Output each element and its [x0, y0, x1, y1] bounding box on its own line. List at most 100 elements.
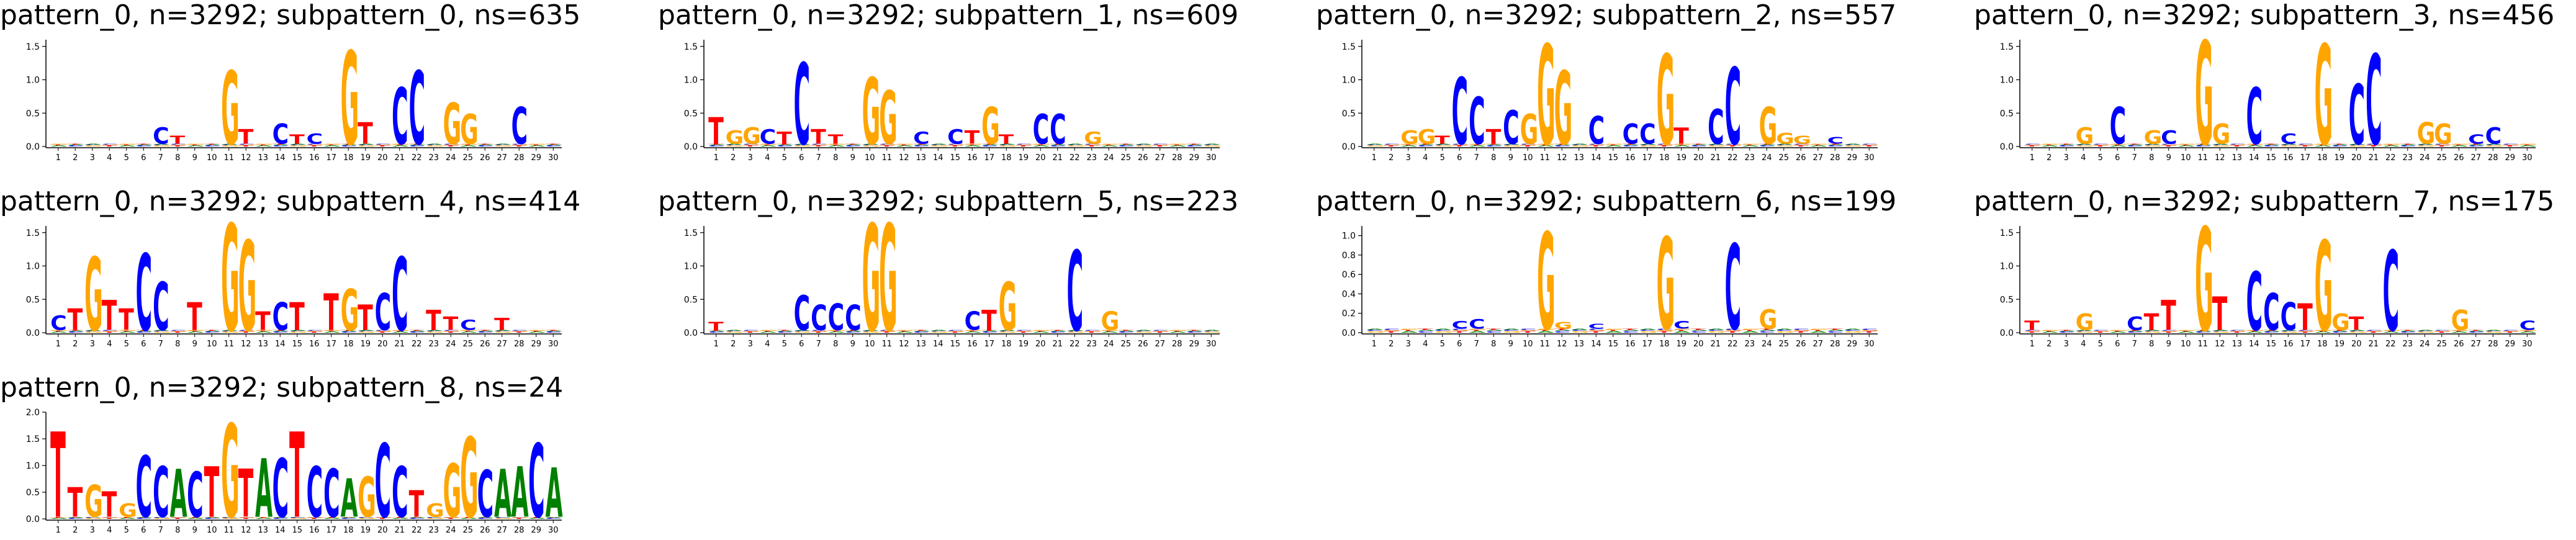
x-tick-label: 10	[865, 153, 875, 163]
x-tick-label: 4	[1423, 153, 1428, 163]
logo-letter: G	[1537, 17, 1556, 177]
x-tick-label: 7	[158, 153, 163, 163]
logo-background-letter: G	[375, 517, 394, 518]
x-tick-label: 25	[2436, 153, 2447, 163]
logo-background-letter: C	[981, 145, 998, 147]
logo-background-letter: C	[494, 330, 511, 331]
logo-background-letter: G	[170, 330, 189, 331]
x-tick-label: 1	[714, 153, 719, 163]
logo-background-letter: T	[1657, 331, 1672, 334]
logo-background-letter: A	[845, 144, 862, 145]
logo-letter: G	[1101, 307, 1120, 336]
logo-background-letter: G	[289, 145, 308, 147]
logo-background-letter: A	[862, 330, 880, 331]
logo-background-letter: G	[1152, 330, 1171, 331]
logo-background-letter: T	[1486, 328, 1502, 330]
x-tick-label: 24	[1104, 153, 1114, 163]
logo-background-letter: C	[358, 517, 374, 518]
logo-background-letter: T	[1793, 331, 1809, 334]
logo-background-letter: A	[2468, 330, 2485, 331]
logo-background-letter: C	[68, 331, 84, 333]
x-tick-label: 26	[2454, 153, 2464, 163]
logo-background-letter: C	[2281, 144, 2297, 145]
x-tick-label: 23	[2402, 340, 2413, 349]
x-tick-label: 9	[1508, 340, 1513, 349]
logo-background-letter: C	[1050, 331, 1066, 333]
logo-background-letter: T	[1469, 330, 1484, 331]
logo-background-letter: T	[981, 330, 997, 331]
x-tick-label: 18	[1659, 340, 1670, 349]
logo-letter: C	[828, 296, 845, 339]
y-tick-label: 0.2	[1342, 309, 1356, 319]
logo-background-letter: C	[68, 518, 84, 519]
x-tick-label: 11	[223, 153, 234, 163]
x-tick-label: 1	[1372, 153, 1377, 163]
logo-background-letter: A	[341, 144, 358, 145]
logo-background-letter: A	[460, 331, 477, 333]
logo-letter: T	[2212, 287, 2228, 341]
logo-background-letter: G	[1101, 330, 1120, 331]
x-tick-label: 29	[1189, 340, 1199, 349]
logo-background-letter: C	[794, 330, 811, 331]
logo-letter: A	[341, 468, 358, 529]
logo-letter: C	[1725, 221, 1742, 357]
logo-background-letter: G	[2110, 143, 2128, 145]
y-tick-label: 0.5	[2000, 295, 2014, 305]
x-tick-label: 12	[899, 153, 909, 163]
logo-background-letter: A	[2485, 143, 2503, 145]
logo-background-letter: C	[102, 516, 119, 517]
logo-background-letter: A	[1067, 330, 1084, 331]
logo-background-letter: A	[981, 330, 999, 331]
x-tick-label: 1	[714, 340, 719, 349]
logo-background-letter: G	[1135, 145, 1154, 147]
logo-background-letter: C	[2195, 331, 2212, 333]
x-tick-label: 10	[865, 340, 875, 349]
logo-background-letter: G	[494, 145, 513, 147]
logo-background-letter: T	[392, 517, 407, 518]
logo-background-letter: G	[1033, 143, 1052, 145]
logo-background-letter: C	[2024, 330, 2041, 331]
logo-letter: C	[1623, 119, 1639, 150]
x-tick-label: 20	[2351, 340, 2362, 349]
logo-background-letter: T	[1588, 331, 1604, 334]
x-tick-label: 14	[275, 340, 286, 349]
logo-letter: T	[102, 485, 117, 526]
logo-background-letter: C	[2434, 330, 2451, 331]
x-tick-label: 8	[1491, 340, 1496, 349]
logo-background-letter: C	[1776, 144, 1793, 145]
logo-background-letter: C	[947, 330, 964, 331]
logo-background-letter: C	[2502, 143, 2519, 145]
logo-background-letter: T	[1452, 331, 1467, 334]
logo-background-letter: C	[1623, 331, 1639, 334]
logo-letter: C	[136, 232, 153, 355]
logo-background-letter: T	[119, 144, 134, 145]
logo-background-letter: C	[494, 144, 511, 145]
logo-background-letter: G	[1101, 143, 1120, 145]
logo-background-letter: T	[947, 145, 963, 147]
logo-letter: T	[443, 313, 459, 335]
logo-background-letter: A	[153, 143, 170, 145]
logo-background-letter: A	[2076, 143, 2093, 145]
logo-letter: A	[511, 452, 529, 534]
logo-background-letter: A	[119, 331, 136, 333]
logo-background-letter: G	[1169, 330, 1188, 331]
logo-background-letter: A	[1844, 328, 1862, 330]
logo-background-letter: C	[811, 330, 827, 331]
x-tick-label: 5	[2098, 340, 2103, 349]
logo-background-letter: T	[2468, 143, 2484, 145]
logo-background-letter: T	[2161, 145, 2176, 147]
logo-background-letter: C	[84, 144, 101, 145]
logo-background-letter: T	[2246, 144, 2262, 145]
x-tick-label: 11	[1539, 340, 1550, 349]
logo-background-letter: C	[1827, 145, 1844, 147]
logo-background-letter: C	[1503, 330, 1520, 331]
logo-background-letter: C	[879, 143, 896, 145]
logo-letter: T	[102, 292, 117, 340]
logo-background-letter: G	[460, 516, 479, 517]
logo-background-letter: T	[845, 143, 860, 145]
x-tick-label: 24	[1762, 153, 1772, 163]
logo-background-letter: T	[323, 144, 339, 145]
logo-background-letter: A	[965, 331, 982, 333]
logo-background-letter: C	[2331, 145, 2348, 147]
logo-background-letter: C	[845, 145, 862, 147]
